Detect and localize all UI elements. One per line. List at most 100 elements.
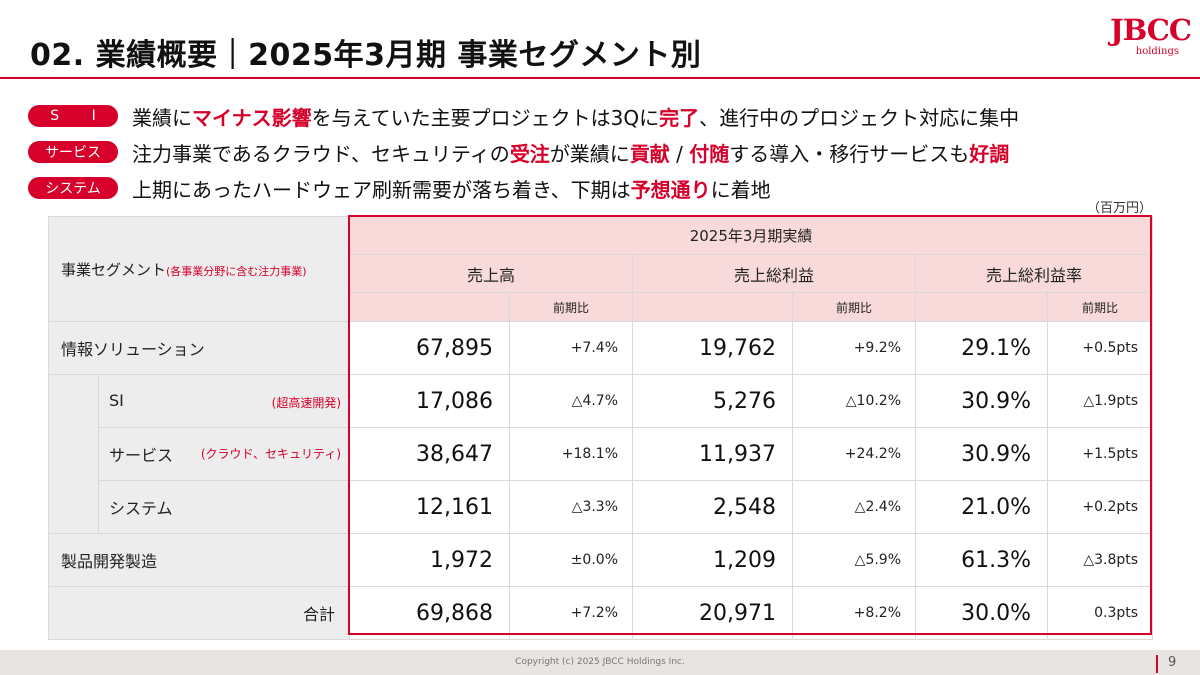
- col-gp-yoy-header: 前期比: [792, 292, 917, 322]
- summary-segment: 上期にあったハードウェア刷新需要が落ち着き、下期は: [132, 177, 631, 202]
- summary-row-service: サービス 注力事業であるクラウド、セキュリティの受注が業績に貢献 / 付随する導…: [28, 134, 1178, 170]
- row-note: (クラウド、セキュリティ): [200, 447, 342, 461]
- highlight-text: マイナス影響: [192, 105, 312, 130]
- highlight-text: 完了: [659, 105, 700, 130]
- row-label: システム: [97, 480, 351, 534]
- margin-yoy: △3.8pts: [1047, 533, 1154, 587]
- margin-value: 21.0%: [915, 480, 1049, 534]
- gp-yoy: △2.4%: [792, 480, 917, 534]
- margin-value: 61.3%: [915, 533, 1049, 587]
- margin-yoy: +0.5pts: [1047, 321, 1154, 375]
- row-note: (超高速開発): [271, 396, 342, 410]
- summary-segment: 業績に: [132, 105, 192, 130]
- unit-label: （百万円）: [1086, 201, 1152, 216]
- summary-list: S I 業績にマイナス影響を与えていた主要プロジェクトは3Qに完了、進行中のプロ…: [28, 98, 1178, 206]
- summary-text-si: 業績にマイナス影響を与えていた主要プロジェクトは3Qに完了、進行中のプロジェクト…: [132, 102, 1019, 131]
- summary-segment: 注力事業であるクラウド、セキュリティの: [132, 141, 510, 166]
- page-marker: [1156, 655, 1158, 673]
- col-margin-value-header: [915, 292, 1049, 322]
- gp-yoy: +24.2%: [792, 427, 917, 481]
- company-logo: JBCC holdings: [1110, 13, 1192, 64]
- row-label: 製品開発製造: [47, 533, 351, 587]
- col-margin-yoy-header: 前期比: [1047, 292, 1154, 322]
- summary-row-si: S I 業績にマイナス影響を与えていた主要プロジェクトは3Qに完了、進行中のプロ…: [28, 98, 1178, 134]
- period-header: 2025年3月期実績: [349, 216, 1154, 255]
- summary-segment: 、進行中のプロジェクト対応に集中: [699, 105, 1020, 130]
- table-row-total: 合計 69,868 +7.2% 20,971 +8.2% 30.0% 0.3pt…: [47, 586, 1154, 640]
- margin-yoy: +1.5pts: [1047, 427, 1154, 481]
- margin-value: 30.9%: [915, 427, 1049, 481]
- gp-value: 1,209: [632, 533, 794, 587]
- table-row: SI (超高速開発) 17,086 △4.7% 5,276 △10.2% 30.…: [48, 374, 1154, 534]
- highlight-text: 付随: [689, 141, 730, 166]
- table-row: 製品開発製造 1,972 ±0.0% 1,209 △5.9% 61.3% △3.…: [47, 533, 1154, 587]
- summary-row-system: システム 上期にあったハードウェア刷新需要が落ち着き、下期は予想通りに着地: [28, 170, 1178, 206]
- highlight-text: 予想通り: [630, 177, 711, 202]
- col-gp-value-header: [632, 292, 794, 322]
- page-number: 9: [1168, 655, 1177, 670]
- margin-yoy: 0.3pts: [1047, 586, 1154, 640]
- col-sales-header: 売上高: [349, 254, 634, 293]
- page-title: 02. 業績概要｜2025年3月期 事業セグメント別: [30, 38, 702, 73]
- gp-value: 19,762: [632, 321, 794, 375]
- row-label: サービス (クラウド、セキュリティ): [97, 427, 351, 481]
- badge-si: S I: [28, 105, 118, 127]
- row-label-text: SI: [109, 391, 124, 410]
- segment-header: 事業セグメント(各事業分野に含む注力事業): [47, 216, 351, 322]
- segment-table: 事業セグメント(各事業分野に含む注力事業) 2025年3月期実績 売上高 売上総…: [47, 216, 1154, 640]
- gp-value: 2,548: [632, 480, 794, 534]
- sales-value: 69,868: [349, 586, 511, 640]
- table-row: システム 12,161 △3.3% 2,548 △2.4% 21.0% +0.2…: [49, 480, 1154, 534]
- gp-yoy: +9.2%: [792, 321, 917, 375]
- row-label-text: サービス: [109, 446, 174, 465]
- highlight-text: 好調: [969, 141, 1010, 166]
- summary-text-system: 上期にあったハードウェア刷新需要が落ち着き、下期は予想通りに着地: [132, 174, 771, 203]
- summary-segment: が業績に: [549, 141, 630, 166]
- highlight-text: 貢献: [629, 141, 670, 166]
- sales-value: 17,086: [349, 374, 511, 428]
- segment-header-note: (各事業分野に含む注力事業): [166, 264, 307, 278]
- title-divider: [0, 77, 1200, 79]
- logo-wordmark: JBCC: [1110, 13, 1192, 47]
- logo-subtext: holdings: [1135, 46, 1179, 57]
- indent-cell: [48, 374, 99, 534]
- sales-value: 1,972: [349, 533, 511, 587]
- sales-yoy: +7.2%: [509, 586, 634, 640]
- summary-segment: に着地: [710, 177, 771, 202]
- segment-header-label: 事業セグメント: [61, 260, 167, 279]
- col-sales-value-header: [349, 292, 511, 322]
- table-row: 情報ソリューション 67,895 +7.4% 19,762 +9.2% 29.1…: [47, 321, 1154, 375]
- gp-yoy: △10.2%: [792, 374, 917, 428]
- margin-value: 30.0%: [915, 586, 1049, 640]
- total-label: 合計: [47, 586, 351, 640]
- col-margin-header: 売上総利益率: [915, 254, 1154, 293]
- gp-value: 5,276: [632, 374, 794, 428]
- badge-service: サービス: [28, 141, 118, 163]
- sales-value: 67,895: [349, 321, 511, 375]
- margin-value: 30.9%: [915, 374, 1049, 428]
- col-sales-yoy-header: 前期比: [509, 292, 634, 322]
- table-row: サービス (クラウド、セキュリティ) 38,647 +18.1% 11,937 …: [49, 427, 1154, 481]
- sales-value: 38,647: [349, 427, 511, 481]
- sales-value: 12,161: [349, 480, 511, 534]
- summary-segment: する導入・移行サービスも: [729, 141, 970, 166]
- sales-yoy: △4.7%: [509, 374, 634, 428]
- sales-yoy: △3.3%: [509, 480, 634, 534]
- badge-system: システム: [28, 177, 118, 199]
- highlight-text: 受注: [509, 141, 550, 166]
- margin-yoy: △1.9pts: [1047, 374, 1154, 428]
- gp-value: 20,971: [632, 586, 794, 640]
- margin-yoy: +0.2pts: [1047, 480, 1154, 534]
- sales-yoy: ±0.0%: [509, 533, 634, 587]
- row-label: 情報ソリューション: [47, 321, 351, 375]
- summary-segment: を与えていた主要プロジェクトは3Qに: [311, 105, 660, 130]
- sales-yoy: +7.4%: [509, 321, 634, 375]
- gp-value: 11,937: [632, 427, 794, 481]
- copyright: Copyright (c) 2025 JBCC Holdings Inc.: [515, 657, 685, 667]
- gp-yoy: +8.2%: [792, 586, 917, 640]
- summary-text-service: 注力事業であるクラウド、セキュリティの受注が業績に貢献 / 付随する導入・移行サ…: [132, 138, 1009, 167]
- sales-yoy: +18.1%: [509, 427, 634, 481]
- col-gross-profit-header: 売上総利益: [632, 254, 917, 293]
- summary-segment: /: [669, 141, 690, 166]
- gp-yoy: △5.9%: [792, 533, 917, 587]
